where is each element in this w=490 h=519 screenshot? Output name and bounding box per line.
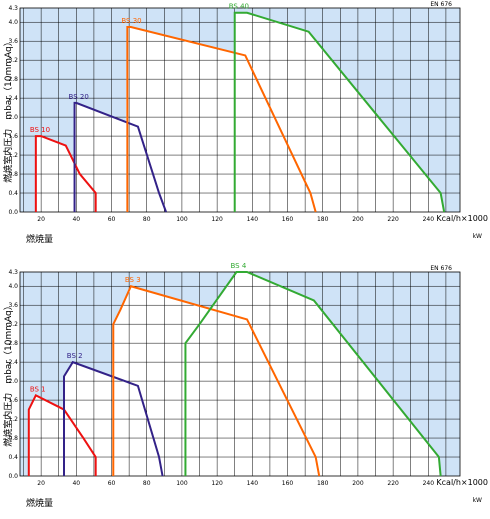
series-label: BS 20	[69, 93, 89, 101]
series-label: BS 30	[121, 17, 141, 25]
x-tick-label: 60	[108, 216, 116, 223]
y-tick-label: 4.0	[8, 283, 18, 290]
y-tick-label: 4.3	[8, 269, 18, 276]
y-tick-label: 2.8	[8, 76, 18, 83]
y-tick-label: 2.0	[8, 114, 18, 121]
chart-bottom: 0.0 0.4 0.8 1.2 1.6 2.0 2.4 2.8 3.2 3.6 4.0 4.3 20 40…	[2, 262, 488, 509]
x-tick-label: 160	[282, 480, 294, 487]
y-tick-label: 4.3	[8, 5, 18, 12]
x-unit-kcal: Kcal/h×1000	[436, 478, 488, 487]
y-axis-label: 燃焼室内圧力 mbar（10mmAq）	[2, 301, 14, 446]
x-axis-label: 燃焼量	[26, 233, 53, 245]
x-unit-kw: kW	[473, 233, 482, 240]
x-tick-label: 80	[143, 216, 151, 223]
x-unit-kcal: Kcal/h×1000	[436, 214, 488, 223]
series-line	[184, 271, 442, 477]
y-tick-label: 3.6	[8, 38, 18, 45]
y-tick-label: 0.0	[8, 473, 18, 480]
y-tick-label: 0.8	[8, 435, 18, 442]
x-tick-label: 40	[72, 216, 80, 223]
y-tick-label: 2.4	[8, 95, 18, 102]
y-tick-label: 1.6	[8, 397, 18, 404]
y-tick-label: 0.8	[8, 171, 18, 178]
x-tick-label: 200	[352, 480, 364, 487]
x-tick-label: 140	[247, 480, 259, 487]
y-tick-label: 2.4	[8, 359, 18, 366]
x-tick-label: 240	[423, 216, 435, 223]
y-tick-label: 1.2	[8, 416, 18, 423]
x-tick-label: 180	[317, 216, 329, 223]
y-tick-label: 0.4	[8, 454, 18, 461]
x-tick-label: 180	[317, 480, 329, 487]
x-tick-label: 100	[176, 480, 188, 487]
series-label: BS 2	[67, 352, 83, 360]
plot-frame	[19, 7, 461, 213]
series-line	[34, 135, 97, 212]
y-tick-label: 1.2	[8, 152, 18, 159]
series-label: BS 10	[30, 126, 50, 134]
series-label: BS 1	[30, 385, 46, 393]
y-tick-label: 0.0	[8, 209, 18, 216]
standard-label: EN 676	[430, 265, 452, 272]
x-axis-label: 燃焼量	[26, 497, 53, 509]
y-tick-label: 3.6	[8, 302, 18, 309]
x-tick-label: 100	[176, 216, 188, 223]
y-tick-label: 2.8	[8, 340, 18, 347]
series-label: BS 4	[230, 262, 246, 270]
series-label: BS 40	[229, 3, 249, 11]
chart-top: 0.0 0.4 0.8 1.2 1.6 2.0 2.4 2.8 3.2 3.6 4.0 4.3 20 40…	[2, 1, 488, 245]
x-tick-label: 160	[282, 216, 294, 223]
x-tick-label: 20	[37, 480, 45, 487]
x-unit-kw: kW	[473, 497, 482, 504]
y-tick-label: 2.0	[8, 378, 18, 385]
x-tick-label: 20	[37, 216, 45, 223]
y-tick-label: 1.6	[8, 133, 18, 140]
series-line	[126, 25, 317, 213]
y-tick-label: 3.2	[8, 321, 18, 328]
y-tick-label: 3.2	[8, 57, 18, 64]
y-tick-label: 0.4	[8, 190, 18, 197]
series-line	[112, 285, 321, 477]
y-tick-label: 4.0	[8, 19, 18, 26]
x-tick-label: 200	[352, 216, 364, 223]
x-tick-label: 240	[423, 480, 435, 487]
x-tick-label: 40	[72, 480, 80, 487]
x-tick-label: 140	[247, 216, 259, 223]
y-axis-label: 燃焼室内圧力 mbar（10mmAq）	[2, 37, 14, 182]
x-tick-label: 120	[211, 480, 223, 487]
series-line	[233, 11, 446, 213]
series-label: BS 3	[125, 276, 141, 284]
x-tick-label: 60	[108, 480, 116, 487]
x-tick-label: 220	[387, 480, 399, 487]
x-tick-label: 80	[143, 480, 151, 487]
series-line	[73, 101, 168, 213]
series-line	[63, 360, 164, 477]
operating-area	[35, 12, 445, 212]
standard-label: EN 676	[430, 1, 452, 8]
x-tick-label: 220	[387, 216, 399, 223]
x-tick-label: 120	[211, 216, 223, 223]
